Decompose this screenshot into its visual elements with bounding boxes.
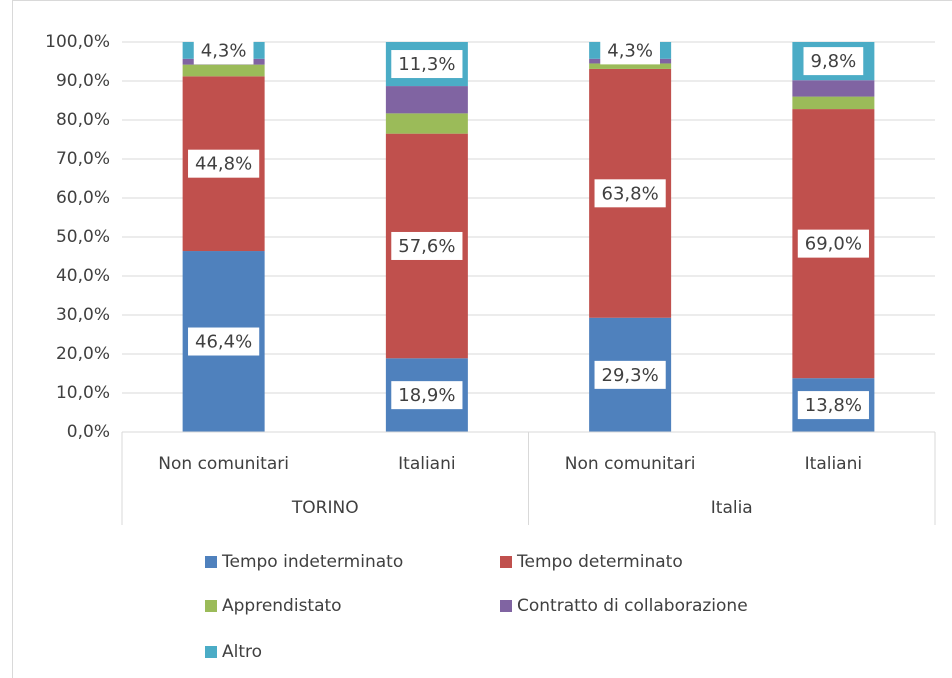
bar-segment (182, 64, 265, 77)
data-label-box (600, 36, 660, 65)
data-label: 18,9% (398, 385, 455, 406)
data-label-box (188, 327, 260, 356)
data-label: 69,0% (805, 234, 862, 255)
legend-label: Apprendistato (222, 596, 342, 616)
y-tick-label: 20,0% (56, 344, 110, 364)
data-label: 57,6% (398, 236, 455, 257)
y-tick-label: 60,0% (56, 188, 110, 208)
data-label: 4,3% (607, 40, 653, 61)
data-label: 9,8% (811, 51, 857, 72)
y-tick-label: 100,0% (45, 32, 110, 52)
bar-segment (385, 113, 468, 134)
data-label: 44,8% (195, 154, 252, 175)
bar-segment (385, 86, 468, 114)
x-tick-label: Non comunitari (565, 454, 696, 474)
legend-swatch (205, 600, 217, 612)
data-label: 4,3% (201, 40, 247, 61)
data-label: 46,4% (195, 332, 252, 353)
legend-swatch (205, 556, 217, 568)
x-tick-label: Non comunitari (158, 454, 289, 474)
data-label-box (391, 50, 463, 79)
chart-frame (12, 0, 952, 678)
data-label-box (803, 47, 864, 76)
data-label-box (797, 229, 869, 258)
bar-segment (792, 80, 875, 97)
legend-label: Tempo determinato (516, 552, 683, 572)
y-tick-label: 80,0% (56, 110, 110, 130)
legend-label: Contratto di collaborazione (517, 596, 748, 616)
group-label: Italia (711, 498, 753, 518)
legend-swatch (205, 646, 217, 658)
y-tick-label: 70,0% (56, 149, 110, 169)
data-label-box (193, 36, 254, 65)
data-label: 29,3% (602, 365, 659, 386)
bar-segment (589, 63, 672, 69)
data-label-box (594, 360, 666, 389)
data-label-box (188, 149, 260, 178)
x-tick-label: Italiani (805, 454, 862, 474)
data-label: 13,8% (805, 395, 862, 416)
data-label-box (797, 391, 869, 420)
data-label-box (391, 231, 463, 260)
group-label: TORINO (291, 498, 359, 518)
bar-segment (792, 96, 875, 110)
x-tick-label: Italiani (398, 454, 455, 474)
y-tick-label: 90,0% (56, 71, 110, 91)
data-label-box (391, 381, 463, 410)
data-label: 63,8% (602, 183, 659, 204)
y-tick-label: 50,0% (56, 227, 110, 247)
y-tick-label: 30,0% (56, 305, 110, 325)
y-tick-label: 0,0% (67, 422, 110, 442)
legend-label: Altro (222, 642, 262, 662)
y-tick-label: 10,0% (56, 383, 110, 403)
legend-swatch (500, 556, 512, 568)
legend-label: Tempo indeterminato (221, 552, 403, 572)
legend-swatch (500, 600, 512, 612)
y-tick-label: 40,0% (56, 266, 110, 286)
data-label: 11,3% (398, 54, 455, 75)
data-label-box (594, 179, 666, 208)
